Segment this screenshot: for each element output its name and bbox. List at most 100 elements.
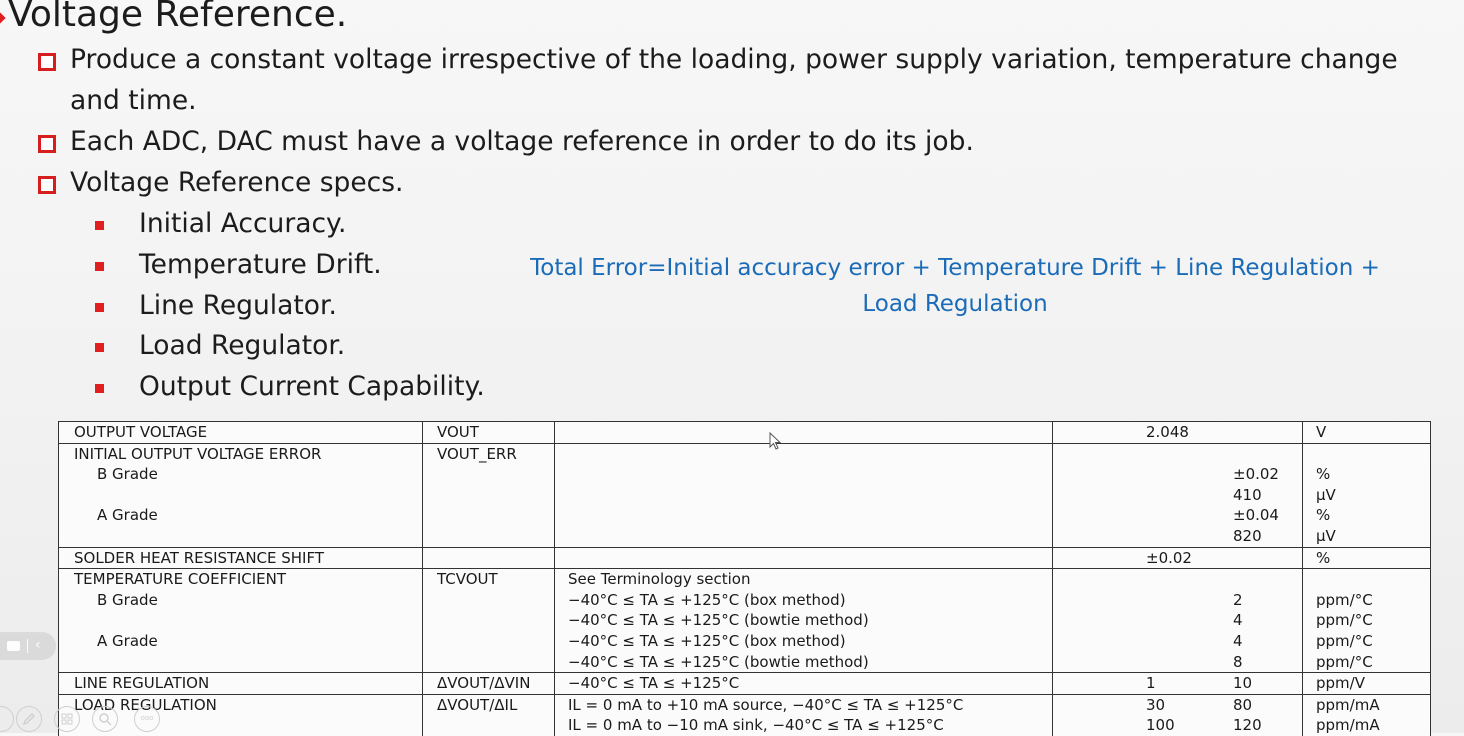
slide-title: Voltage Reference. — [8, 0, 348, 35]
spec-typ-value: 1 — [1146, 674, 1156, 693]
spec-unit: % — [1302, 464, 1431, 485]
spec-unit: ppm/V — [1302, 672, 1431, 695]
spec-symbol — [422, 630, 555, 652]
spec-symbol — [422, 505, 555, 526]
spec-values: 410 — [1052, 484, 1303, 506]
spec-parameter — [58, 484, 423, 506]
spec-parameter — [58, 651, 423, 673]
spec-row: INITIAL OUTPUT VOLTAGE ERROR VOUT_ERR — [58, 442, 1431, 465]
mouse-cursor-icon — [769, 431, 782, 454]
spec-unit: % — [1302, 546, 1431, 569]
spec-values: ±0.02 — [1052, 546, 1303, 569]
spec-row: −40°C ≤ TA ≤ +125°C (bowtie method) 8 ppm/… — [58, 651, 1431, 673]
spec-parameter: SOLDER HEAT RESISTANCE SHIFT — [58, 546, 423, 569]
spec-parameter: A Grade — [58, 630, 423, 652]
more-options-button[interactable]: ooo — [134, 706, 160, 732]
pointer-tool-button[interactable] — [0, 706, 14, 732]
spec-values: 100 120 — [1052, 715, 1303, 736]
spec-conditions — [554, 525, 1053, 548]
bullet-text: Each ADC, DAC must have a voltage refere… — [70, 126, 974, 157]
spec-typ-value: 100 — [1146, 716, 1175, 735]
square-bullet-icon — [95, 384, 104, 393]
spec-values: 8 — [1052, 651, 1303, 673]
spec-max-value: 820 — [1233, 526, 1262, 545]
sub-bullet-text: Output Current Capability. — [139, 371, 485, 402]
spec-row: B Grade ±0.02% — [58, 464, 1431, 485]
spec-values: 30 80 — [1052, 693, 1303, 716]
pen-icon — [22, 713, 35, 726]
spec-values — [1052, 442, 1303, 465]
chevron-left-icon[interactable]: ‹ — [35, 637, 41, 653]
spec-row: IL = 0 mA to −10 mA sink, −40°C ≤ TA ≤ +… — [58, 715, 1431, 736]
bullet-text: Voltage Reference specs. — [70, 167, 404, 198]
spec-conditions — [554, 442, 1053, 465]
spec-max-value: ±0.02 — [1233, 465, 1279, 484]
spec-unit: ppm/°C — [1302, 610, 1431, 631]
title-marker — [0, 12, 6, 24]
spec-max-value: 2 — [1233, 590, 1243, 609]
spec-parameter: B Grade — [58, 589, 423, 611]
square-bullet-icon — [95, 262, 104, 271]
spec-unit: ppm/°C — [1302, 589, 1431, 611]
spec-symbol — [422, 546, 555, 569]
spec-parameter — [58, 610, 423, 631]
spec-unit: % — [1302, 505, 1431, 526]
spec-row: SOLDER HEAT RESISTANCE SHIFT ±0.02% — [58, 546, 1431, 569]
spec-values: 2.048 — [1052, 421, 1303, 444]
spec-conditions: −40°C ≤ TA ≤ +125°C (bowtie method) — [554, 610, 1053, 631]
spec-unit: V — [1302, 421, 1431, 444]
spec-parameter: OUTPUT VOLTAGE — [58, 421, 423, 444]
spec-symbol: VOUT_ERR — [422, 442, 555, 465]
square-bullet-icon — [95, 343, 104, 352]
spec-conditions: −40°C ≤ TA ≤ +125°C (box method) — [554, 589, 1053, 611]
spec-max-value: 10 — [1233, 674, 1253, 693]
spec-values: ±0.04 — [1052, 505, 1303, 526]
spec-unit: ppm/mA — [1302, 715, 1431, 736]
slide-chat-toggle[interactable]: ‹ — [0, 632, 56, 660]
formula-line-1: Total Error=Initial accuracy error + Tem… — [530, 255, 1380, 281]
spec-max-value: 120 — [1233, 716, 1262, 735]
spec-unit: ppm/°C — [1302, 651, 1431, 673]
spec-row: TEMPERATURE COEFFICIENT TCVOUT See Termino… — [58, 568, 1431, 590]
pen-tool-button[interactable] — [16, 706, 42, 732]
spec-max-value: 410 — [1233, 485, 1262, 504]
spec-conditions: See Terminology section — [554, 568, 1053, 590]
spec-unit: ppm/mA — [1302, 693, 1431, 716]
bullet-text: and time. — [70, 85, 197, 116]
sub-bullet-text: Temperature Drift. — [139, 249, 382, 280]
toolbar-divider — [27, 639, 28, 653]
spec-typ-value: 30 — [1146, 695, 1166, 714]
spec-table: OUTPUT VOLTAGE VOUT 2.048 V INITIAL OUTPUT V… — [58, 421, 1431, 736]
spec-conditions — [554, 464, 1053, 485]
checkbox-bullet-icon — [38, 53, 56, 71]
spec-symbol — [422, 651, 555, 673]
spec-symbol — [422, 589, 555, 611]
spec-values: 4 — [1052, 630, 1303, 652]
spec-unit — [1302, 568, 1431, 590]
spec-max-value: 80 — [1233, 695, 1253, 714]
spec-row: A Grade −40°C ≤ TA ≤ +125°C (box method) 4… — [58, 630, 1431, 652]
spec-symbol: ΔVOUT/ΔIL — [422, 693, 555, 716]
spec-unit: µV — [1302, 525, 1431, 548]
zoom-icon — [99, 713, 112, 726]
spec-parameter: TEMPERATURE COEFFICIENT — [58, 568, 423, 590]
zoom-button[interactable] — [92, 706, 118, 732]
spec-values: 4 — [1052, 610, 1303, 631]
spec-parameter — [58, 525, 423, 548]
spec-conditions: −40°C ≤ TA ≤ +125°C — [554, 672, 1053, 695]
spec-parameter: A Grade — [58, 505, 423, 526]
spec-values: 1 10 — [1052, 672, 1303, 695]
spec-conditions — [554, 546, 1053, 569]
spec-symbol — [422, 484, 555, 506]
checkbox-bullet-icon — [38, 135, 56, 153]
spec-values: 820 — [1052, 525, 1303, 548]
checkbox-bullet-icon — [38, 176, 56, 194]
spec-conditions — [554, 421, 1053, 444]
sub-bullet-text: Initial Accuracy. — [139, 208, 347, 239]
spec-conditions — [554, 484, 1053, 506]
spec-row: 820 µV — [58, 525, 1431, 548]
spec-symbol: ΔVOUT/ΔVIN — [422, 672, 555, 695]
see-all-slides-button[interactable] — [54, 706, 80, 732]
spec-conditions: −40°C ≤ TA ≤ +125°C (bowtie method) — [554, 651, 1053, 673]
spec-max-value: 4 — [1233, 611, 1243, 630]
